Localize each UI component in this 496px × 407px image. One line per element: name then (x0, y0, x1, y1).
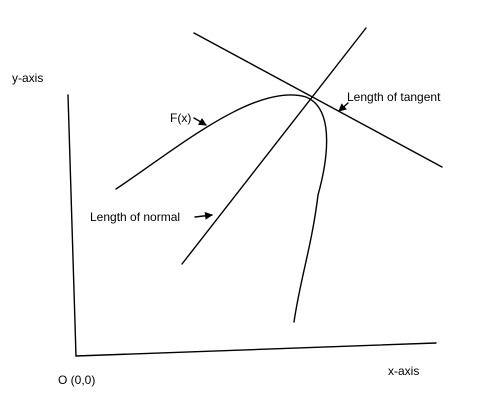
normal-label: Length of normal (90, 210, 180, 224)
x-axis-line (75, 342, 437, 357)
function-label: F(x) (170, 111, 191, 125)
tangent-line (193, 32, 443, 168)
normal-label-arrow (194, 211, 213, 220)
normal-line (181, 27, 367, 265)
tangent-label: Length of tangent (347, 90, 441, 104)
tangent-label-arrow (338, 102, 349, 112)
function-curve (115, 94, 328, 323)
origin-label: O (0,0) (58, 373, 95, 387)
y-axis-line (67, 94, 77, 357)
x-axis-label: x-axis (388, 364, 419, 378)
function-label-arrow (193, 117, 207, 126)
y-axis-label: y-axis (12, 71, 43, 85)
